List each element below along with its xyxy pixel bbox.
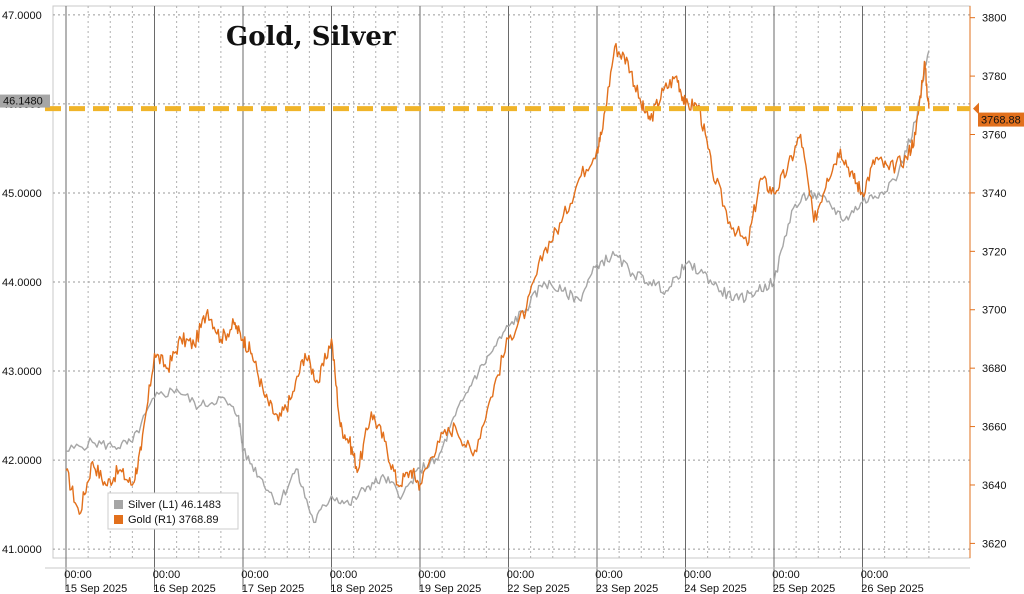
y-left-tick-label: 45.0000 xyxy=(2,188,42,200)
x-date-label: 23 Sep 2025 xyxy=(596,583,658,594)
x-time-label: 00:00 xyxy=(64,569,92,581)
silver-current-value-label: 46.1480 xyxy=(3,96,43,108)
x-time-label: 00:00 xyxy=(507,569,535,581)
y-left-tick-label: 43.0000 xyxy=(2,366,42,378)
y-left-tick-label: 42.0000 xyxy=(2,455,42,467)
y-left-tick-label: 41.0000 xyxy=(2,544,42,556)
x-date-label: 26 Sep 2025 xyxy=(861,583,923,594)
x-time-label: 00:00 xyxy=(153,569,181,581)
y-left-tick-label: 44.0000 xyxy=(2,277,42,289)
y-right-tick-label: 3800 xyxy=(982,13,1006,25)
grid xyxy=(52,5,971,590)
y-right-tick-label: 3640 xyxy=(982,480,1006,492)
legend-label: Gold (R1) 3768.89 xyxy=(128,514,219,526)
x-time-label: 00:00 xyxy=(861,569,889,581)
legend-box xyxy=(107,492,239,530)
y-right-tick-label: 3680 xyxy=(982,363,1006,375)
x-time-label: 00:00 xyxy=(330,569,358,581)
y-right-tick-label: 3620 xyxy=(982,538,1006,550)
y-right-tick-label: 3740 xyxy=(982,188,1006,200)
silver-series-line xyxy=(66,50,930,524)
gold-series-line xyxy=(65,42,930,515)
x-date-label: 17 Sep 2025 xyxy=(242,583,304,594)
chart-title: Gold, Silver xyxy=(226,22,396,52)
gold-current-value-label: 3768.88 xyxy=(981,115,1021,127)
x-date-label: 15 Sep 2025 xyxy=(65,583,127,594)
gold-current-value-box xyxy=(978,112,1024,127)
legend-swatch xyxy=(114,515,123,524)
series-lines xyxy=(65,42,930,524)
y-left-tick-label: 47.0000 xyxy=(2,10,42,22)
x-date-label: 18 Sep 2025 xyxy=(330,583,392,594)
legend-swatch xyxy=(114,500,123,509)
current-value-markers: 46.1480 3768.88 xyxy=(0,94,1024,127)
x-time-label: 00:00 xyxy=(241,569,269,581)
silver-current-value-box xyxy=(0,94,50,108)
x-time-label: 00:00 xyxy=(684,569,712,581)
axes: 41.000042.000043.000044.000045.000046.00… xyxy=(2,6,1006,594)
x-time-label: 00:00 xyxy=(595,569,623,581)
x-time-label: 00:00 xyxy=(418,569,446,581)
y-right-tick-label: 3720 xyxy=(982,246,1006,258)
x-date-label: 22 Sep 2025 xyxy=(507,583,569,594)
legend-label: Silver (L1) 46.1483 xyxy=(128,499,221,511)
y-right-tick-label: 3780 xyxy=(982,71,1006,83)
y-right-tick-label: 3760 xyxy=(982,130,1006,142)
x-date-label: 24 Sep 2025 xyxy=(684,583,746,594)
legend: Silver (L1) 46.1483 Gold (R1) 3768.89 xyxy=(107,492,239,530)
x-date-label: 16 Sep 2025 xyxy=(153,583,215,594)
y-right-tick-label: 3660 xyxy=(982,422,1006,434)
gold-current-value-pointer xyxy=(973,102,979,115)
x-time-label: 00:00 xyxy=(772,569,800,581)
y-right-tick-label: 3700 xyxy=(982,305,1006,317)
x-date-label: 19 Sep 2025 xyxy=(419,583,481,594)
x-date-label: 25 Sep 2025 xyxy=(773,583,835,594)
